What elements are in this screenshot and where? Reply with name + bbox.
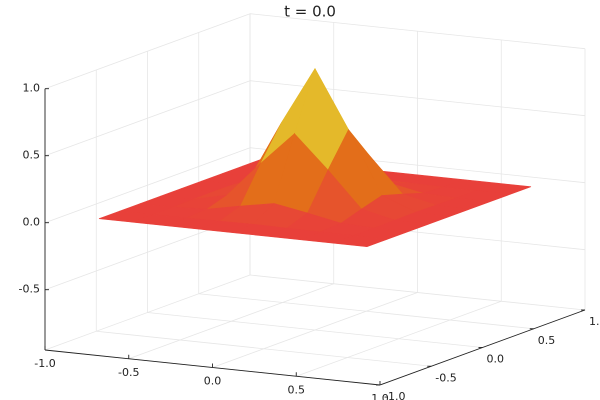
surface-patch <box>333 235 388 248</box>
chart-title: t = 0.0 <box>284 3 336 21</box>
grid-line <box>44 13 251 90</box>
y-tick-label: -0.5 <box>435 371 456 384</box>
y-tick-label: 0.0 <box>487 353 505 366</box>
grid-line <box>249 274 586 311</box>
x-tick-label: -1.0 <box>34 357 55 370</box>
z-tick-label: 0.0 <box>23 216 41 229</box>
grid-line <box>44 80 251 157</box>
y-tick-label: 0.5 <box>538 334 556 347</box>
y-tick-label: -1.0 <box>384 390 405 400</box>
grid-line <box>147 312 483 348</box>
x-tick-label: 0.0 <box>204 375 222 388</box>
x-tick-label: -0.5 <box>118 366 139 379</box>
grid-line <box>249 13 586 50</box>
z-tick-label: -0.5 <box>19 283 40 296</box>
grid-line <box>198 293 534 330</box>
z-tick-label: 0.5 <box>23 149 41 162</box>
x-tick-label: 0.5 <box>288 383 306 396</box>
x-tick-label: 1.0 <box>371 392 389 400</box>
grid-line <box>44 147 251 224</box>
grid-line <box>96 330 432 367</box>
y-tick-label: 1.0 <box>589 315 600 328</box>
z-tick-label: 1.0 <box>23 82 41 95</box>
